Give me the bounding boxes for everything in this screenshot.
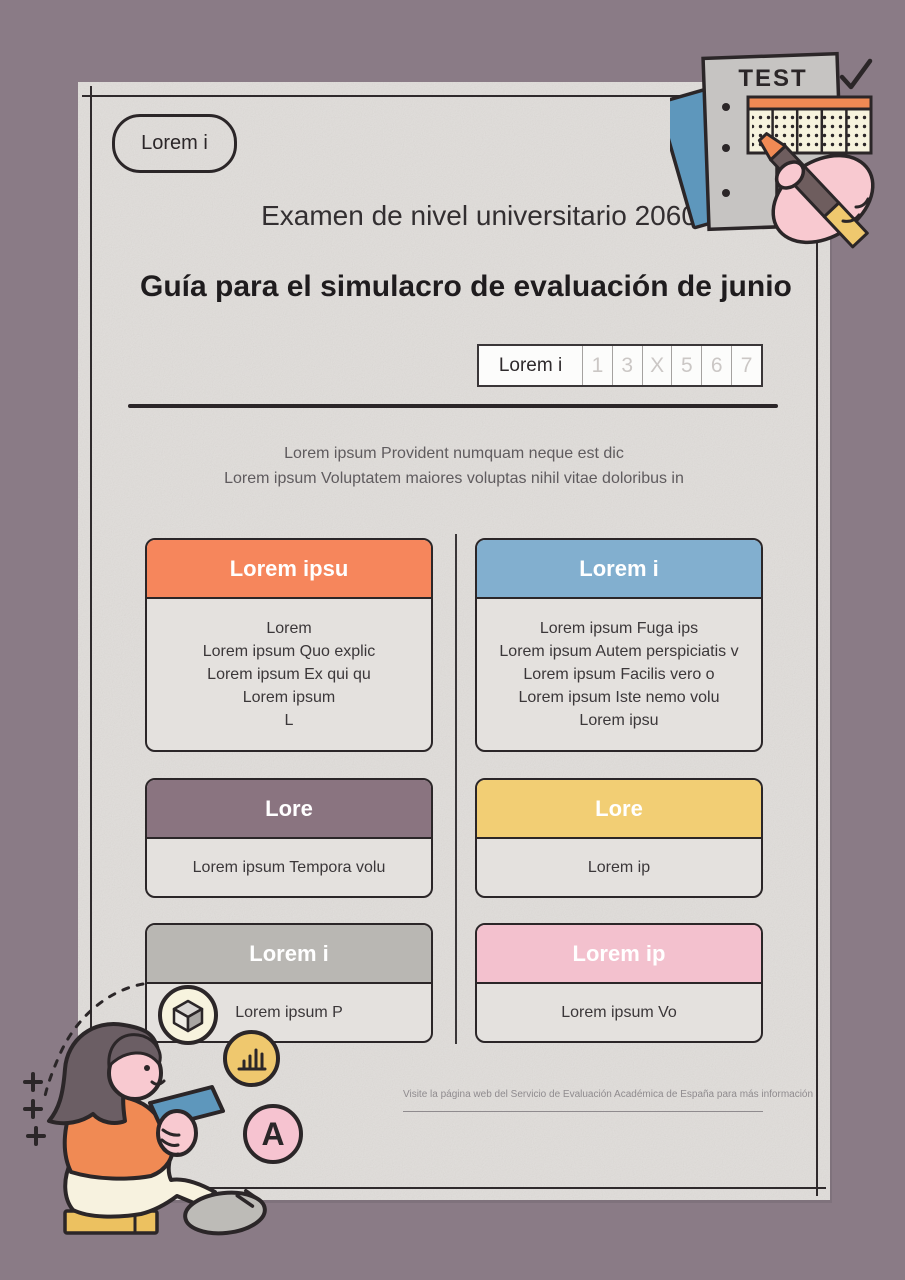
cube-badge <box>158 985 218 1045</box>
topic-pill-button[interactable]: Lorem i <box>112 114 237 173</box>
letter-a-icon: A <box>261 1115 285 1152</box>
answer-cell: 1 <box>582 346 612 385</box>
intro-line: Lorem ipsum Voluptatem maiores voluptas … <box>224 470 684 487</box>
card-body: Lorem ipsum Vo <box>477 984 761 1041</box>
card-body-line: L <box>284 712 294 729</box>
card-body: Lorem ipsum Fuga ips Lorem ipsum Autem pe… <box>477 599 761 750</box>
bullet-dot-icon <box>722 103 730 111</box>
info-card-mauve[interactable]: Lore Lorem ipsum Tempora volu <box>145 778 433 898</box>
answer-cell: X <box>641 346 672 385</box>
page-title: Guía para el simulacro de evaluación de … <box>140 270 792 303</box>
intro-paragraph: Lorem ipsum Provident numquam neque est … <box>78 441 830 491</box>
intro-line: Lorem ipsum Provident numquam neque est … <box>284 445 624 462</box>
card-body-line: Lorem ipsum Quo explic <box>202 643 376 660</box>
card-body-line: Lorem ipsum Vo <box>561 1004 677 1021</box>
checkmark-icon <box>839 58 873 90</box>
card-body-line: Lorem ipsum Fuga ips <box>539 620 699 637</box>
info-card-yellow[interactable]: Lore Lorem ip <box>475 778 763 898</box>
card-body-line: Lorem ip <box>587 859 651 876</box>
topic-pill-label: Lorem i <box>141 132 208 154</box>
girl-hand <box>156 1109 198 1157</box>
girl-eye <box>144 1065 150 1071</box>
answer-cell: 7 <box>731 346 761 385</box>
divider-rule <box>128 404 778 408</box>
card-body: Lorem Lorem ipsum Quo explic Lorem ipsum E… <box>147 599 431 750</box>
card-header: Lore <box>477 780 761 839</box>
card-header: Lorem ip <box>477 925 761 984</box>
card-body-line: Lorem ipsum Tempora volu <box>192 859 386 876</box>
frame-line-bottom <box>82 1187 826 1189</box>
dashed-arc-icon <box>43 982 145 1098</box>
info-card-pink[interactable]: Lorem ip Lorem ipsum Vo <box>475 923 763 1043</box>
letter-a-badge: A <box>243 1104 303 1164</box>
plus-marks-icon <box>23 1072 46 1146</box>
answer-cell: 5 <box>671 346 701 385</box>
card-body: Lorem ip <box>477 839 761 896</box>
cube-icon <box>172 999 204 1033</box>
card-header: Lorem i <box>477 540 761 599</box>
card-body-line: Lorem ipsu <box>579 712 659 729</box>
frame-line-top <box>82 95 826 97</box>
info-card-orange[interactable]: Lorem ipsu Lorem Lorem ipsum Quo explic Lo… <box>145 538 433 752</box>
card-header: Lorem ipsu <box>147 540 431 599</box>
answer-strip: Lorem i 1 3 X 5 6 7 <box>477 344 763 387</box>
card-body-line: Lorem ipsum Ex qui qu <box>207 666 371 683</box>
card-body-line: Lorem <box>266 620 312 637</box>
frame-line-left <box>90 86 92 1196</box>
bar-chart-icon <box>237 1048 266 1070</box>
answer-cell: 6 <box>701 346 731 385</box>
info-card-blue[interactable]: Lorem i Lorem ipsum Fuga ips Lorem ipsum … <box>475 538 763 752</box>
card-body-line: Lorem ipsum Autem perspiciatis v <box>499 643 739 660</box>
test-title-text: TEST <box>738 65 807 92</box>
card-body-line: Lorem ipsum Iste nemo volu <box>518 689 720 706</box>
answer-strip-label: Lorem i <box>498 354 563 376</box>
bullet-dot-icon <box>722 144 730 152</box>
column-divider-line <box>455 534 457 1044</box>
footer-note: Visite la página web del Servicio de Eva… <box>403 1089 814 1100</box>
card-body-line: Lorem ipsum Facilis vero o <box>523 666 715 683</box>
frame-line-right <box>816 86 818 1196</box>
bullet-dot-icon <box>722 189 730 197</box>
card-header: Lore <box>147 780 431 839</box>
card-body: Lorem ipsum Tempora volu <box>147 839 431 896</box>
answer-cell: 3 <box>611 346 642 385</box>
chart-badge <box>223 1030 280 1087</box>
test-clipboard-illustration: TEST <box>670 51 875 249</box>
footer-underline <box>403 1111 763 1112</box>
card-body-line: Lorem ipsum <box>242 689 336 706</box>
